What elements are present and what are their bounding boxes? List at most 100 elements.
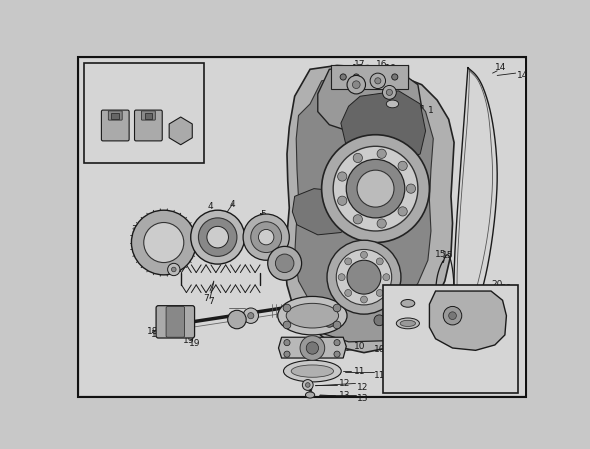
Circle shape — [382, 85, 396, 99]
Circle shape — [306, 342, 319, 354]
Polygon shape — [169, 117, 192, 145]
Text: 13: 13 — [357, 394, 369, 403]
Circle shape — [191, 210, 245, 264]
Circle shape — [324, 317, 335, 327]
Text: 7: 7 — [208, 297, 214, 306]
Text: 15: 15 — [442, 251, 453, 260]
Circle shape — [334, 351, 340, 357]
Ellipse shape — [286, 304, 339, 328]
Text: 14: 14 — [496, 63, 507, 72]
Circle shape — [353, 215, 362, 224]
Text: 18: 18 — [146, 326, 158, 335]
Circle shape — [353, 74, 359, 80]
Circle shape — [172, 267, 176, 272]
Circle shape — [322, 135, 430, 242]
Text: 11: 11 — [374, 371, 385, 380]
Circle shape — [258, 229, 274, 245]
Polygon shape — [278, 337, 346, 358]
Circle shape — [300, 336, 324, 361]
Circle shape — [360, 251, 368, 258]
Circle shape — [370, 73, 385, 88]
Text: 3: 3 — [132, 225, 137, 234]
Polygon shape — [293, 189, 354, 235]
Polygon shape — [312, 299, 430, 342]
Ellipse shape — [400, 320, 415, 326]
Text: 21: 21 — [392, 291, 404, 300]
Text: 9: 9 — [374, 309, 380, 318]
Circle shape — [284, 351, 290, 357]
Circle shape — [228, 310, 246, 329]
Text: 17: 17 — [352, 64, 364, 73]
Circle shape — [283, 321, 291, 329]
FancyBboxPatch shape — [109, 111, 122, 120]
Circle shape — [284, 339, 290, 346]
Text: 6: 6 — [152, 260, 158, 269]
Circle shape — [243, 308, 258, 323]
Circle shape — [360, 296, 368, 303]
Circle shape — [144, 223, 184, 263]
Circle shape — [386, 89, 392, 96]
Text: 18: 18 — [150, 330, 162, 339]
FancyBboxPatch shape — [135, 110, 162, 141]
Circle shape — [376, 74, 382, 80]
Text: 16: 16 — [376, 60, 388, 69]
Ellipse shape — [278, 296, 347, 335]
Text: 12: 12 — [357, 383, 368, 392]
Circle shape — [345, 290, 352, 296]
Circle shape — [334, 339, 340, 346]
Circle shape — [243, 214, 289, 260]
Circle shape — [302, 379, 313, 390]
Text: 20: 20 — [500, 284, 512, 293]
Circle shape — [251, 222, 281, 252]
Text: 1: 1 — [421, 105, 426, 114]
Text: 19: 19 — [189, 339, 201, 348]
Circle shape — [377, 149, 386, 158]
Text: 23: 23 — [99, 77, 113, 87]
Text: 22: 22 — [408, 351, 419, 360]
Text: 12: 12 — [339, 379, 350, 388]
FancyBboxPatch shape — [156, 306, 195, 338]
Circle shape — [345, 258, 352, 265]
Circle shape — [407, 184, 415, 193]
Text: 15: 15 — [435, 250, 447, 259]
Circle shape — [333, 304, 341, 312]
Circle shape — [333, 146, 418, 231]
Text: 19: 19 — [183, 336, 195, 345]
Circle shape — [347, 75, 366, 94]
Text: 2: 2 — [400, 82, 406, 91]
Text: 10: 10 — [374, 345, 385, 354]
Bar — [84, 63, 204, 163]
Circle shape — [327, 240, 401, 314]
Circle shape — [352, 81, 360, 88]
Circle shape — [398, 207, 407, 216]
Ellipse shape — [284, 361, 341, 382]
Circle shape — [340, 74, 346, 80]
Ellipse shape — [401, 299, 415, 307]
Text: 8: 8 — [270, 255, 276, 264]
Circle shape — [283, 304, 291, 312]
Circle shape — [383, 274, 390, 281]
Text: 1: 1 — [428, 106, 434, 115]
Text: 23: 23 — [92, 69, 103, 78]
Circle shape — [248, 313, 254, 319]
Circle shape — [276, 254, 294, 273]
Circle shape — [374, 315, 385, 326]
Text: 4: 4 — [230, 200, 235, 209]
Circle shape — [392, 74, 398, 80]
Circle shape — [376, 258, 384, 265]
Text: 14: 14 — [517, 71, 529, 80]
Circle shape — [168, 263, 180, 276]
Circle shape — [346, 159, 405, 218]
Circle shape — [353, 154, 362, 163]
Circle shape — [198, 218, 237, 256]
Circle shape — [375, 78, 381, 84]
FancyBboxPatch shape — [166, 306, 185, 337]
Text: 11: 11 — [355, 367, 366, 376]
Polygon shape — [430, 291, 506, 350]
Text: 7: 7 — [203, 294, 209, 303]
Ellipse shape — [306, 392, 314, 398]
FancyBboxPatch shape — [101, 110, 129, 141]
Polygon shape — [294, 75, 433, 322]
Circle shape — [337, 172, 347, 181]
Polygon shape — [341, 91, 425, 163]
